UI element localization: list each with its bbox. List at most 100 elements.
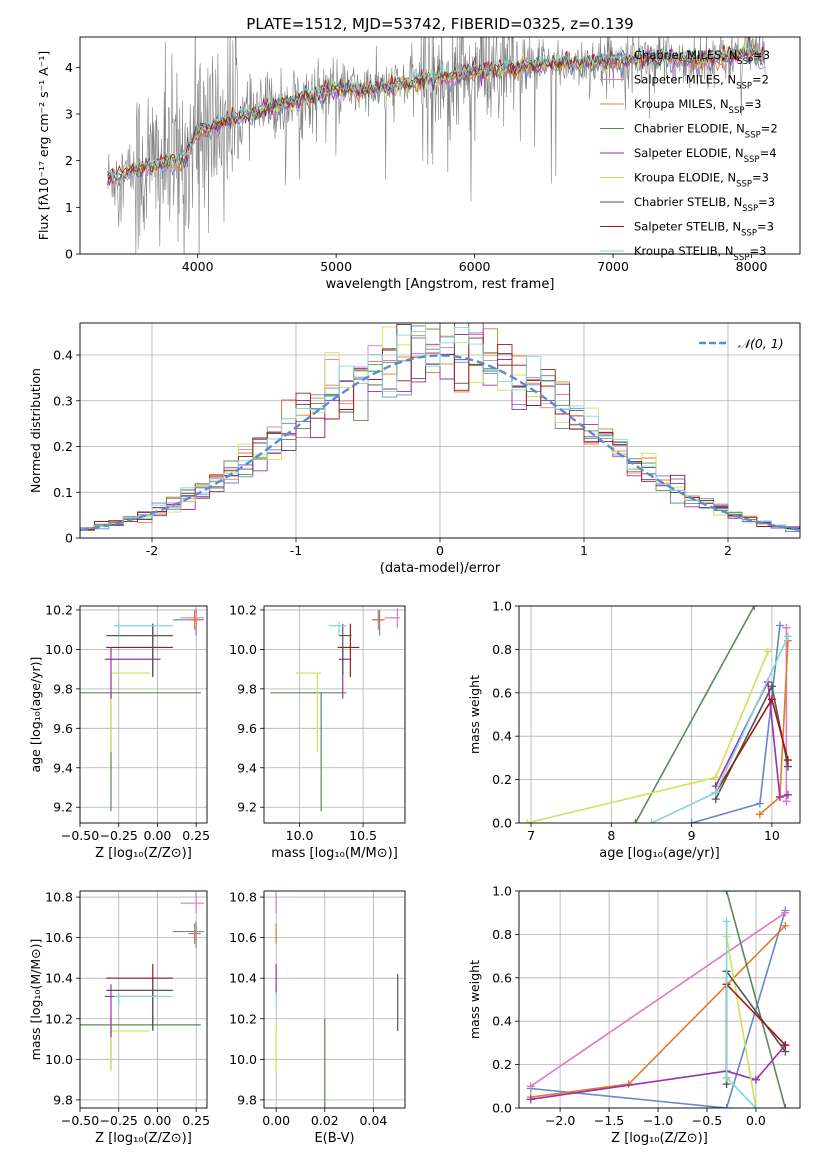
legend-label: Chabrier ELODIE, NSSP=2	[634, 122, 778, 141]
x-tick-label: 8	[607, 828, 615, 843]
y-tick-label: 10.8	[229, 890, 257, 905]
weight-point-marker	[711, 788, 720, 797]
x-axis-label: (data-model)/error	[380, 561, 501, 576]
y-tick-label: 0.8	[492, 927, 512, 942]
legend-label: Kroupa MILES, NSSP=3	[634, 97, 761, 116]
weight_vs_Z-panel: −2.0 −1.5 −1.0 −0.5 0.0 0.0 0.2 0.4 0.6 0.8 1.0 Z […	[467, 884, 801, 1146]
x-tick-label: −2.0	[545, 1113, 575, 1128]
plot-frame	[79, 890, 208, 1109]
x-tick-label: 0.25	[182, 828, 210, 843]
weight-point-marker	[783, 790, 792, 799]
x-axis-label: Z [log₁₀(Z/Z⊙)]	[95, 1131, 192, 1146]
spectrum-plot-area	[107, 37, 766, 254]
y-tick-label: 9.8	[53, 1092, 73, 1107]
residuals-plot-area	[80, 323, 800, 534]
x-axis-label: Z [log₁₀(Z/Z⊙)]	[95, 846, 192, 861]
y-tick-label: 1.0	[492, 884, 512, 899]
weight-point-marker	[781, 908, 790, 917]
weight-series-line	[530, 912, 786, 1087]
weight-series-line	[714, 679, 789, 799]
weight-point-marker	[523, 819, 532, 823]
weight_vs_age-panel: 7 8 9 10 0.0 0.2 0.4 0.6 0.8 1.0 age [log₁₀(age/yr…	[467, 599, 801, 861]
legend-label: Salpeter STELIB, NSSP=3	[634, 220, 774, 239]
x-tick-label: −0.25	[100, 828, 138, 843]
weight_vs_Z-plot-area	[526, 891, 790, 1108]
x-axis-label: age [log₁₀(age/yr)]	[599, 846, 720, 861]
weight-point-marker	[763, 647, 772, 656]
y-tick-label: 1	[65, 200, 73, 215]
legend-label: Kroupa ELODIE, NSSP=3	[634, 171, 769, 190]
x-tick-label: 0.04	[359, 1113, 387, 1128]
normal-reference-curve	[80, 354, 800, 532]
y-axis-label: mass weight	[467, 675, 482, 754]
weight_vs_age-plot-area	[523, 606, 792, 823]
y-tick-label: 0.0	[492, 1101, 512, 1116]
x-tick-label: 8000	[736, 259, 768, 274]
weight-point-marker	[781, 1104, 790, 1108]
legend-label: Chabrier STELIB, NSSP=3	[634, 195, 775, 214]
y-axis-label: Flux [fλ10⁻¹⁷ erg cm⁻² s⁻¹ A⁻¹]	[36, 51, 51, 240]
x-tick-label: −1.0	[643, 1113, 673, 1128]
weight-point-marker	[722, 1104, 731, 1108]
weight-point-marker	[775, 621, 784, 630]
y-tick-label: 0	[65, 531, 73, 546]
y-tick-label: 9.6	[53, 721, 73, 736]
y-tick-label: 4	[65, 60, 73, 75]
y-tick-label: 10.4	[229, 971, 257, 986]
weight-point-marker	[767, 682, 776, 691]
y-tick-label: 9.4	[53, 760, 73, 775]
weight-point-marker	[775, 792, 784, 801]
spectrum-legend: Chabrier MILES, NSSP=3 Salpeter MILES, NS…	[600, 48, 778, 263]
y-tick-label: 2	[65, 153, 73, 168]
weight-point-marker	[782, 797, 791, 806]
x-tick-label: −0.50	[61, 828, 99, 843]
y-tick-label: 0.1	[53, 485, 73, 500]
x-tick-label: 0.00	[144, 828, 172, 843]
plot-frame	[79, 36, 801, 255]
plot-frame	[263, 605, 406, 824]
weight-point-marker	[711, 773, 720, 782]
x-tick-label: 5000	[320, 259, 352, 274]
y-tick-label: 0.4	[53, 348, 73, 363]
x-tick-label: −0.50	[61, 1113, 99, 1128]
weight-point-marker	[755, 799, 764, 808]
mass_vs_EBV-panel: 0.00 0.02 0.04 9.8 10.0 10.2 10.4 10.6 10.8 E(B-V…	[229, 890, 406, 1146]
x-axis-label: E(B-V)	[314, 1131, 354, 1146]
weight-point-marker	[781, 1041, 790, 1050]
age_vs_Z-plot-area	[80, 607, 204, 812]
mass_vs_EBV-plot-area	[275, 893, 399, 1108]
x-tick-label: 7	[527, 828, 535, 843]
y-tick-label: 0.8	[492, 642, 512, 657]
weight-series-line	[725, 891, 787, 1108]
x-tick-label: -1	[290, 543, 302, 558]
x-tick-label: 10.0	[286, 828, 314, 843]
weight-point-marker	[783, 756, 792, 765]
weight-point-marker	[687, 819, 696, 823]
model-spectrum	[107, 43, 765, 181]
y-axis-label: mass weight	[467, 960, 482, 1039]
weight-series-line	[530, 1044, 786, 1101]
y-tick-label: 3	[65, 107, 73, 122]
x-tick-label: 1	[580, 543, 588, 558]
weight-point-marker	[767, 695, 776, 704]
weight-series-line	[714, 683, 789, 800]
y-tick-label: 10.6	[229, 930, 257, 945]
y-tick-label: 0	[65, 247, 73, 262]
x-tick-label: −1.5	[594, 1113, 624, 1128]
observed-spectrum	[107, 37, 766, 254]
legend-label: Chabrier MILES, NSSP=3	[634, 48, 770, 67]
model-spectrum	[107, 44, 765, 185]
y-axis-label: age [log₁₀(age/yr)]	[28, 657, 43, 773]
y-tick-label: 0.2	[492, 772, 512, 787]
y-axis-label: Normed distribution	[28, 368, 43, 493]
weight-point-marker	[631, 819, 640, 823]
x-axis-label: mass [log₁₀(M/M⊙)]	[271, 846, 398, 861]
y-tick-label: 10.4	[45, 971, 73, 986]
histogram-series	[80, 326, 800, 532]
x-tick-label: 0.00	[262, 1113, 290, 1128]
legend-label: Kroupa STELIB, NSSP=3	[634, 244, 766, 263]
x-tick-label: 0.00	[144, 1113, 172, 1128]
x-tick-label: -2	[146, 543, 158, 558]
y-tick-label: 10.2	[229, 1011, 257, 1026]
